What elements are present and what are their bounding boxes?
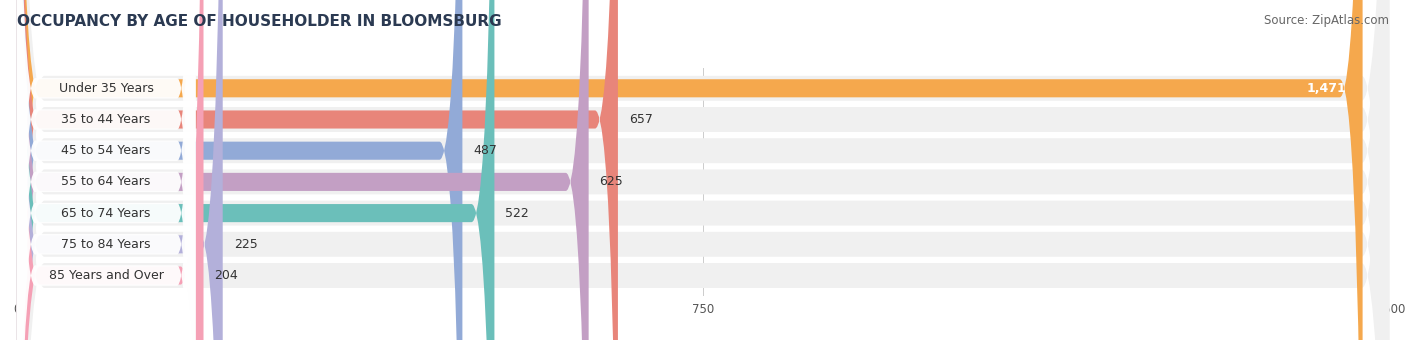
FancyBboxPatch shape [17,0,204,340]
FancyBboxPatch shape [17,0,1389,340]
Text: 204: 204 [215,269,238,282]
Text: 85 Years and Over: 85 Years and Over [49,269,163,282]
FancyBboxPatch shape [17,0,1362,340]
FancyBboxPatch shape [17,0,617,340]
FancyBboxPatch shape [17,0,1389,340]
Text: 225: 225 [233,238,257,251]
FancyBboxPatch shape [17,0,195,340]
Text: 45 to 54 Years: 45 to 54 Years [62,144,150,157]
FancyBboxPatch shape [17,0,1389,340]
Text: 522: 522 [505,207,529,220]
FancyBboxPatch shape [17,0,1389,340]
FancyBboxPatch shape [17,0,195,340]
FancyBboxPatch shape [17,0,1389,340]
FancyBboxPatch shape [17,0,195,340]
Text: 657: 657 [628,113,652,126]
FancyBboxPatch shape [17,0,463,340]
FancyBboxPatch shape [17,0,495,340]
Text: 487: 487 [474,144,498,157]
Text: 1,471: 1,471 [1306,82,1346,95]
Text: 75 to 84 Years: 75 to 84 Years [62,238,150,251]
Text: 65 to 74 Years: 65 to 74 Years [62,207,150,220]
FancyBboxPatch shape [17,0,1389,340]
Text: Source: ZipAtlas.com: Source: ZipAtlas.com [1264,14,1389,27]
Text: 55 to 64 Years: 55 to 64 Years [62,175,150,188]
FancyBboxPatch shape [17,0,195,340]
FancyBboxPatch shape [17,0,589,340]
FancyBboxPatch shape [17,0,195,340]
FancyBboxPatch shape [17,0,222,340]
FancyBboxPatch shape [17,0,195,340]
Text: 625: 625 [599,175,623,188]
Text: OCCUPANCY BY AGE OF HOUSEHOLDER IN BLOOMSBURG: OCCUPANCY BY AGE OF HOUSEHOLDER IN BLOOM… [17,14,502,29]
Text: 35 to 44 Years: 35 to 44 Years [62,113,150,126]
FancyBboxPatch shape [17,0,1389,340]
Text: Under 35 Years: Under 35 Years [59,82,153,95]
FancyBboxPatch shape [17,0,195,340]
